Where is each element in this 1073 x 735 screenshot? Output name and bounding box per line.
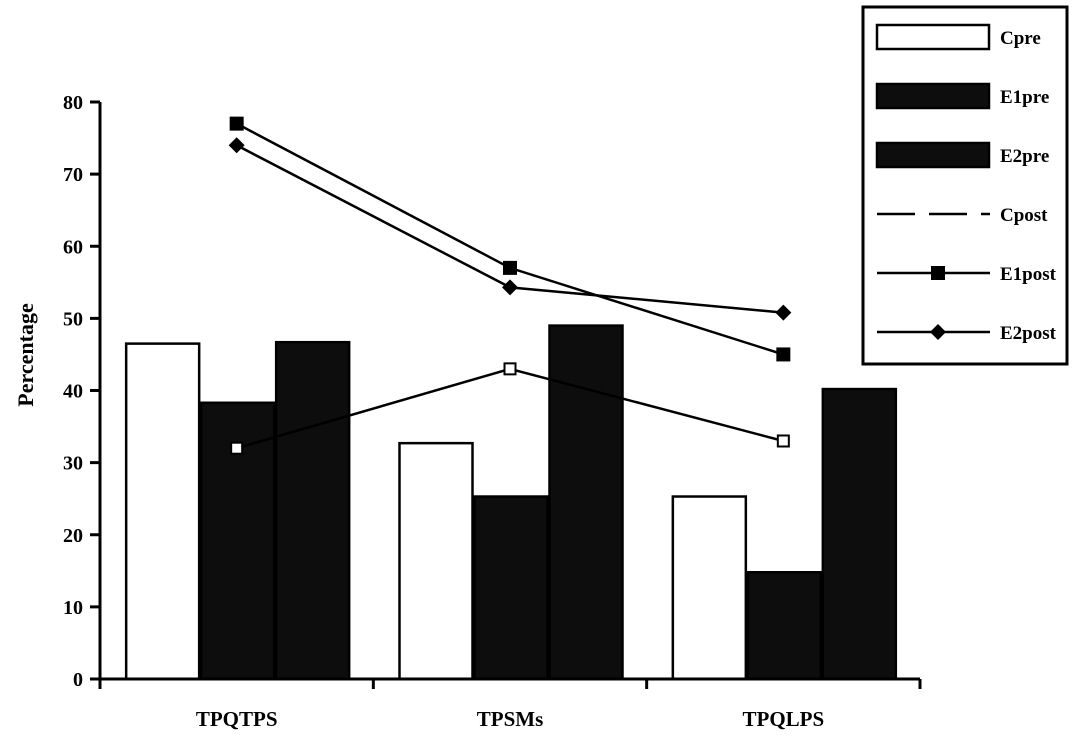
y-tick-label: 50 xyxy=(63,308,83,330)
bar-e2pre-tpqlps xyxy=(821,387,898,681)
y-tick-label: 20 xyxy=(63,525,83,547)
legend-swatch-e1pre xyxy=(875,82,991,110)
y-tick-label: 40 xyxy=(63,381,83,403)
bar-cpre-tpqtps xyxy=(124,342,201,681)
point-cpost-tpsms xyxy=(503,362,517,376)
bar-cpre-tpsms xyxy=(398,441,474,681)
legend-label-e2pre: E2pre xyxy=(1000,146,1049,167)
legend-marker-e1post xyxy=(931,266,945,280)
bar-e1pre-tpsms xyxy=(473,495,549,681)
y-ticks: 0 10 20 30 40 50 60 70 80 xyxy=(63,92,100,691)
legend-swatch-cpre xyxy=(875,23,991,51)
legend-label-cpost: Cpost xyxy=(1000,205,1048,226)
legend-label-e1pre: E1pre xyxy=(1000,87,1049,108)
lines-layer xyxy=(228,116,792,455)
point-e2post-tpqlps xyxy=(775,304,792,321)
bar-e2pre-tpsms xyxy=(548,324,624,681)
legend-label-e1post: E1post xyxy=(1000,264,1057,285)
y-tick-label: 80 xyxy=(63,92,83,114)
line-e1post xyxy=(236,122,784,356)
legend-marker-e2post xyxy=(930,324,946,340)
point-e2post-tpqtps xyxy=(228,137,245,154)
bar-e2pre-tpqtps xyxy=(274,340,351,681)
y-tick-label: 70 xyxy=(63,164,83,186)
point-e2post-tpsms xyxy=(502,279,518,296)
point-e1post-tpqtps xyxy=(229,116,244,131)
legend-label-cpre: Cpre xyxy=(1000,28,1041,49)
legend-box xyxy=(861,5,1069,366)
point-e1post-tpqlps xyxy=(776,347,791,362)
y-tick-label: 0 xyxy=(73,669,83,691)
bar-cpre-tpqlps xyxy=(671,495,748,681)
y-axis-label: Percentage xyxy=(13,303,38,407)
y-tick-label: 10 xyxy=(63,597,83,619)
legend-label-e2post: E2post xyxy=(1000,323,1057,344)
point-cpost-tpqlps xyxy=(776,434,790,448)
x-tick-label-tpsms: TPSMs xyxy=(477,707,544,731)
x-tick-label-tpqlps: TPQLPS xyxy=(742,707,824,731)
x-tick-label-tpqtps: TPQTPS xyxy=(196,707,278,731)
point-cpost-tpqtps xyxy=(230,441,244,455)
bar-e1pre-tpqlps xyxy=(746,571,823,681)
point-e1post-tpsms xyxy=(503,260,517,275)
legend-swatch-e2pre xyxy=(875,141,991,169)
y-tick-label: 30 xyxy=(63,453,83,475)
legend: Cpre E1pre E2pre Cpost E1post E2post xyxy=(861,5,1069,366)
x-ticks: TPQTPS TPSMs TPQLPS xyxy=(98,679,922,731)
bars-layer xyxy=(124,324,898,681)
y-tick-label: 60 xyxy=(63,236,83,258)
